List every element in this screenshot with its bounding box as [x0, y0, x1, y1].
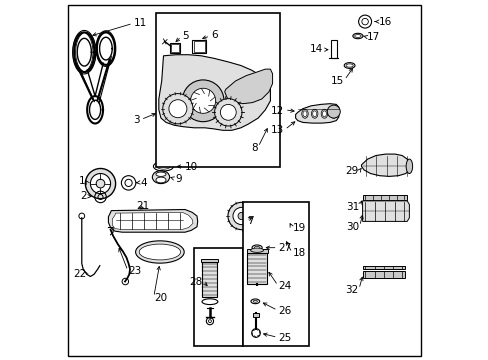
Text: 32: 32: [345, 285, 358, 295]
Text: 16: 16: [378, 17, 391, 27]
Circle shape: [214, 99, 242, 126]
Bar: [193, 41, 204, 52]
Circle shape: [326, 105, 340, 118]
Text: 29: 29: [345, 166, 358, 176]
Ellipse shape: [321, 109, 327, 118]
Polygon shape: [260, 229, 286, 248]
Text: 12: 12: [270, 105, 284, 116]
Bar: [202, 262, 217, 297]
Text: 19: 19: [292, 223, 305, 233]
Text: 17: 17: [366, 32, 379, 42]
Circle shape: [190, 88, 215, 113]
Ellipse shape: [330, 109, 336, 118]
Text: 26: 26: [278, 306, 291, 316]
Polygon shape: [264, 211, 290, 230]
Ellipse shape: [250, 248, 263, 252]
Bar: [156, 13, 280, 167]
Circle shape: [96, 179, 104, 188]
Text: 6: 6: [211, 30, 217, 40]
Ellipse shape: [156, 172, 166, 176]
Bar: [242, 202, 309, 346]
Polygon shape: [362, 201, 408, 221]
Text: 23: 23: [128, 266, 142, 276]
Text: 9: 9: [175, 174, 181, 184]
Circle shape: [262, 131, 270, 139]
Text: 24: 24: [278, 281, 291, 291]
Circle shape: [182, 80, 224, 122]
Polygon shape: [224, 69, 272, 104]
Polygon shape: [362, 266, 404, 269]
Ellipse shape: [135, 241, 184, 263]
Text: 30: 30: [345, 222, 358, 232]
Text: 25: 25: [278, 333, 291, 343]
Text: 3: 3: [133, 114, 140, 125]
Text: 7: 7: [246, 216, 253, 226]
Text: 13: 13: [270, 125, 284, 135]
Text: 28: 28: [189, 276, 202, 287]
Polygon shape: [253, 122, 279, 147]
Text: 21: 21: [136, 201, 149, 211]
Circle shape: [85, 168, 115, 199]
Polygon shape: [362, 195, 407, 200]
Ellipse shape: [406, 159, 412, 174]
Ellipse shape: [303, 111, 306, 117]
Text: 1: 1: [79, 176, 85, 186]
Text: 8: 8: [250, 143, 257, 153]
Text: 5: 5: [182, 31, 188, 41]
Circle shape: [257, 126, 275, 144]
Text: 11: 11: [133, 18, 146, 28]
Ellipse shape: [312, 111, 316, 117]
Ellipse shape: [152, 171, 169, 184]
Bar: [170, 44, 178, 52]
Polygon shape: [108, 210, 197, 232]
Text: 20: 20: [154, 293, 167, 303]
Ellipse shape: [311, 109, 317, 118]
Ellipse shape: [139, 244, 180, 260]
Ellipse shape: [156, 177, 166, 183]
Polygon shape: [295, 104, 338, 123]
Bar: [253, 313, 258, 317]
Ellipse shape: [322, 111, 325, 117]
Bar: [330, 40, 336, 58]
Bar: [246, 249, 267, 253]
Circle shape: [168, 100, 186, 118]
Circle shape: [238, 212, 244, 220]
Text: 14: 14: [309, 44, 322, 54]
Circle shape: [90, 174, 110, 194]
Text: 15: 15: [330, 76, 343, 86]
Polygon shape: [112, 212, 193, 229]
Circle shape: [163, 94, 193, 124]
Bar: [201, 259, 218, 262]
Text: 31: 31: [345, 202, 358, 212]
Text: 18: 18: [292, 248, 305, 258]
Polygon shape: [159, 55, 270, 130]
Text: 27: 27: [278, 243, 291, 253]
Polygon shape: [361, 154, 408, 176]
Circle shape: [227, 202, 255, 230]
Circle shape: [220, 104, 236, 120]
Text: 22: 22: [73, 269, 86, 279]
Bar: [194, 248, 242, 346]
Bar: [247, 253, 266, 284]
Circle shape: [232, 207, 250, 225]
Text: 2: 2: [80, 191, 87, 201]
Bar: [169, 43, 179, 53]
Polygon shape: [362, 271, 404, 278]
Text: 4: 4: [140, 177, 146, 188]
Text: 10: 10: [184, 162, 198, 172]
Ellipse shape: [301, 109, 307, 118]
Ellipse shape: [331, 111, 335, 117]
Bar: [192, 40, 205, 53]
